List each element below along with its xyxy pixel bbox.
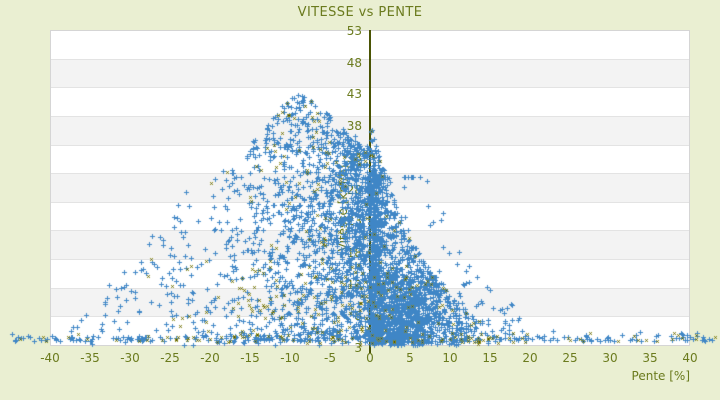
x-tick-label: -10 [280,351,300,365]
x-tick-label: -25 [160,351,180,365]
y-tick-label: 48 [346,55,362,70]
x-tick-label: 10 [442,351,458,365]
y-tick-label: 13 [346,277,362,292]
y-axis-line [369,30,371,353]
x-tick-label: -20 [200,351,220,365]
x-tick-label: 20 [522,351,538,365]
x-tick-label: -15 [240,351,260,365]
y-axis-title: Vitesse [km/h] [336,164,350,252]
y-tick-label: 18 [346,245,362,260]
y-tick-label: 43 [346,87,362,102]
x-tick-label: -30 [120,351,140,365]
x-tick-label: 35 [642,351,658,365]
y-tick-label: 53 [346,24,362,38]
x-tick-label: 0 [366,351,374,365]
chart-title: VITESSE vs PENTE [297,5,423,20]
y-tick-label: 23 [346,214,362,229]
x-tick-label: -35 [80,351,100,365]
x-tick-label: 40 [682,351,698,365]
y-tick-label: 8 [354,309,362,324]
x-tick-label: 30 [602,351,618,365]
x-tick-label: -5 [324,351,336,365]
x-tick-label: -40 [40,351,60,365]
y-tick-label: 33 [346,150,362,165]
y-tick-label: 28 [346,182,362,197]
x-axis-title: Pente [%] [631,369,690,383]
x-tick-label: 5 [406,351,414,365]
x-tick-label: 25 [562,351,578,365]
y-tick-label: 38 [346,119,362,134]
x-tick-label: 15 [482,351,498,365]
